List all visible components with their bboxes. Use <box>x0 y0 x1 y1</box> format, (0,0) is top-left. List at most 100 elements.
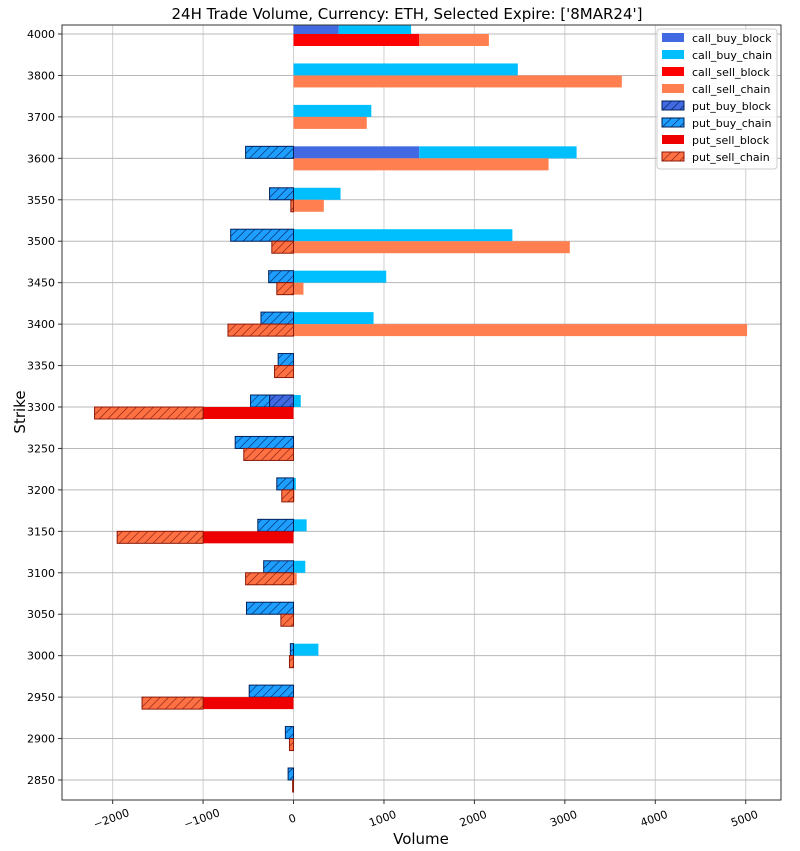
bar-put-sell-chain-hatch <box>94 407 204 419</box>
bar-call-sell-chain <box>419 34 489 46</box>
bar-call-buy-chain <box>293 187 341 200</box>
y-tick-label: 2950 <box>27 691 55 704</box>
y-tick-label: 3400 <box>27 318 55 331</box>
y-tick-label: 3450 <box>27 277 55 290</box>
y-tick-label: 4000 <box>27 28 55 41</box>
bar-put-buy-chain-hatch <box>260 312 294 325</box>
bar-put-buy-chain-hatch <box>285 726 294 739</box>
x-ticks: −2000 −1000 0 1000 2000 3000 4000 5000 <box>92 800 760 831</box>
y-tick-label: 3350 <box>27 360 55 373</box>
legend-label: call_buy_block <box>692 32 772 45</box>
bar-call-buy-chain <box>293 395 301 407</box>
bar-call-sell-chain <box>293 324 748 337</box>
bar-put-buy-chain-hatch <box>263 560 294 573</box>
bar-call-sell-chain <box>293 199 324 212</box>
bar-call-buy-chain <box>338 25 412 34</box>
bar-put-sell-chain-hatch <box>276 282 294 295</box>
bar-put-buy-chain-hatch <box>290 643 294 656</box>
bar-put-sell-block <box>203 531 294 544</box>
y-tick-label: 3150 <box>27 525 55 538</box>
legend-swatch-hatch <box>662 118 684 127</box>
bar-call-sell-block <box>293 34 420 46</box>
legend-label: put_sell_block <box>692 134 770 147</box>
y-tick-label: 3250 <box>27 442 55 455</box>
bar-put-buy-block-hatch <box>269 395 294 407</box>
bar-put-sell-block <box>203 697 294 710</box>
y-tick-label: 3700 <box>27 111 55 124</box>
bar-call-buy-block <box>293 146 420 159</box>
y-tick-label: 2900 <box>27 733 55 746</box>
bar-put-buy-chain-hatch <box>250 395 270 407</box>
legend-label: put_buy_chain <box>692 117 772 130</box>
x-tick-label: 5000 <box>729 808 760 830</box>
legend-box <box>656 28 778 170</box>
bar-call-buy-chain <box>293 477 296 490</box>
legend-swatch-call-buy-chain <box>662 50 684 59</box>
bar-call-sell-chain <box>293 158 549 171</box>
bar-put-sell-chain-hatch <box>271 241 294 254</box>
y-tick-label: 3200 <box>27 484 55 497</box>
chart-title: 24H Trade Volume, Currency: ETH, Selecte… <box>172 5 643 23</box>
bar-put-sell-chain-hatch <box>227 324 294 337</box>
bar-call-buy-chain <box>293 643 319 656</box>
bar-call-buy-chain <box>293 270 387 283</box>
legend-swatch-call-buy-block <box>662 33 684 42</box>
y-tick-label: 3050 <box>27 608 55 621</box>
bar-put-sell-block <box>203 407 294 419</box>
y-axis-label: Strike <box>11 390 29 433</box>
y-tick-label: 3000 <box>27 650 55 663</box>
legend-label: put_buy_block <box>692 100 772 113</box>
bar-put-sell-chain-hatch <box>281 489 294 502</box>
bar-put-buy-chain-hatch <box>249 685 294 698</box>
bar-call-sell-chain <box>293 241 570 254</box>
bar-put-sell-chain-hatch <box>245 572 294 585</box>
x-tick-label: −1000 <box>182 806 221 831</box>
x-tick-label: 3000 <box>548 808 579 830</box>
bar-put-sell-chain-hatch <box>292 780 294 792</box>
x-tick-label: −2000 <box>92 806 131 831</box>
legend: call_buy_block call_buy_chain call_sell_bl… <box>656 28 778 170</box>
legend-label: call_sell_block <box>692 66 770 79</box>
bar-put-buy-chain-hatch <box>278 353 294 366</box>
plot-frame <box>61 24 782 801</box>
y-tick-label: 3600 <box>27 152 55 165</box>
bar-put-sell-chain-hatch <box>142 697 204 710</box>
x-tick-label: 2000 <box>458 808 489 830</box>
bar-call-buy-block <box>293 25 339 34</box>
y-tick-label: 2850 <box>27 774 55 787</box>
bars <box>94 25 748 793</box>
bar-call-buy-chain <box>293 519 307 532</box>
x-tick-label: 4000 <box>639 808 670 830</box>
bar-put-buy-chain-hatch <box>235 436 294 449</box>
bar-put-buy-chain-hatch <box>268 270 294 283</box>
bar-call-sell-chain <box>293 572 297 585</box>
legend-swatch-hatch <box>662 152 684 161</box>
y-tick-label: 3300 <box>27 401 55 414</box>
bar-call-buy-chain <box>419 146 577 159</box>
bar-put-sell-chain-hatch <box>280 614 294 627</box>
bar-call-sell-chain <box>293 116 367 129</box>
bar-call-buy-chain <box>293 63 518 76</box>
legend-swatch-call-sell-chain <box>662 84 684 93</box>
y-tick-label: 3800 <box>27 69 55 82</box>
bar-put-sell-chain-hatch <box>243 448 294 461</box>
x-tick-label: 0 <box>287 811 298 826</box>
bar-call-buy-chain <box>293 560 306 573</box>
bar-call-buy-chain <box>293 229 513 242</box>
bar-put-buy-chain-hatch <box>257 519 294 532</box>
bar-call-buy-chain <box>293 104 372 117</box>
legend-label: call_buy_chain <box>692 49 772 62</box>
bar-call-sell-chain <box>293 282 304 295</box>
bar-put-buy-chain-hatch <box>246 602 294 615</box>
bar-put-sell-chain-hatch <box>290 199 294 212</box>
legend-swatch-put-sell-block <box>662 135 684 144</box>
bar-put-sell-chain-hatch <box>289 738 294 751</box>
bar-put-buy-chain-hatch <box>230 229 294 242</box>
x-axis-label: Volume <box>393 830 449 848</box>
y-tick-label: 3500 <box>27 235 55 248</box>
bar-put-sell-chain-hatch <box>117 531 204 544</box>
bar-put-buy-chain-hatch <box>276 477 294 490</box>
bar-put-buy-chain-hatch <box>269 187 294 200</box>
y-tick-label: 3550 <box>27 194 55 207</box>
